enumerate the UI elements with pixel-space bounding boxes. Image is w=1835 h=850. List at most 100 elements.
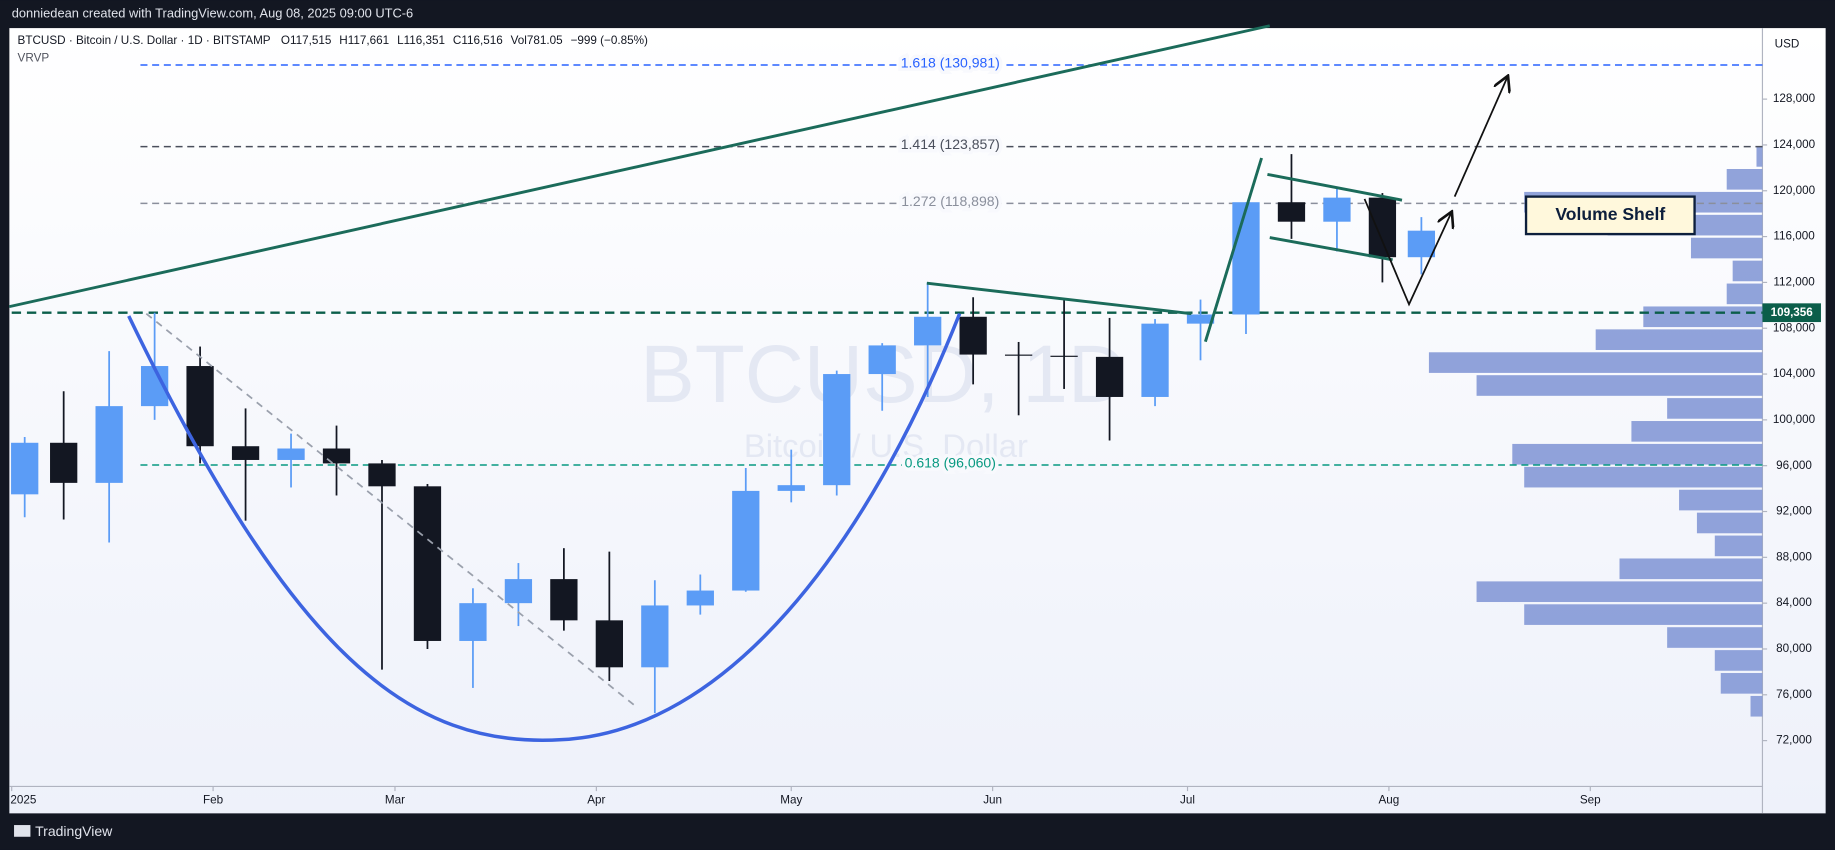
fib-label: 1.272 (118,898) [901,193,999,209]
legend-symbol: BTCUSD · Bitcoin / U.S. Dollar · 1D · BI… [18,34,271,47]
x-tick-label: 2025 [10,794,37,807]
candle-body [1232,202,1260,315]
volume-profile-bar [1524,604,1763,625]
candle-body [595,620,624,668]
candle-body [95,406,123,483]
y-tick-label: 104,000 [1773,367,1816,380]
cup-curve [127,313,962,742]
candle-body [277,448,305,460]
y-tick-label: 96,000 [1776,459,1812,472]
legend: BTCUSD · Bitcoin / U.S. Dollar · 1D · BI… [18,34,648,47]
legend-volume: Vol781.05 [511,34,563,47]
legend-open: O117,515 [281,34,332,47]
candle-body [823,374,851,486]
volume-profile-bar [1524,466,1763,488]
candle-body [11,442,39,495]
volume-profile-bar [1714,650,1763,671]
x-tick-label: Apr [587,794,605,807]
candle-body [1004,354,1033,356]
candle-body [459,603,487,641]
annotation-box [1524,195,1696,236]
volume-profile-bar [1750,695,1763,717]
logo [14,825,31,837]
volume-profile-bar [1720,673,1763,694]
candle-body [1277,202,1306,222]
y-tick-label: 112,000 [1773,276,1815,289]
x-tick-label: Aug [1379,794,1400,807]
candle-body [868,345,896,375]
watermark: BTCUSD, 1D Bitcoin / U.S. Dollar [640,329,1127,464]
resistance-line [926,281,1192,316]
candle-body [641,605,669,668]
y-tick-label: 84,000 [1776,596,1812,609]
candle-body [1095,356,1124,397]
watermark-symbol: BTCUSD, 1D [640,329,1127,420]
x-tick-label: Feb [203,794,224,807]
legend-close: C116,516 [453,34,503,47]
y-tick-label: 76,000 [1776,688,1812,701]
y-tick-label: 92,000 [1776,505,1812,518]
trend-line [9,24,1271,309]
x-tick-label: Jun [983,794,1002,807]
chart-area [9,28,1826,814]
volume-profile-bar [1732,260,1763,282]
path-arrow [1363,198,1452,307]
candle-body [1050,355,1078,357]
x-tick-label: Jul [1180,794,1195,807]
volume-profile-bar [1643,306,1763,328]
legend-change: −999 (−0.85%) [571,34,648,47]
x-tick-label: May [780,794,802,807]
drawings [9,24,1696,742]
candle-body [914,316,942,346]
volume-profile-bar [1679,489,1763,511]
credit: donniedean created with TradingView.com,… [12,5,414,20]
volume-profile-bar [1512,443,1763,465]
flag-line [1269,236,1393,262]
y-tick-label: 80,000 [1776,642,1812,655]
fib-label: 1.414 (123,857) [901,136,1000,152]
fib-label: 0.618 (96,060) [905,455,996,471]
indicator-label: VRVP [18,52,50,65]
candle-body [1407,230,1436,258]
y-tick-label: 108,000 [1773,321,1816,334]
fib-label: 1.618 (130,981) [901,55,1000,71]
candle-body [686,590,714,606]
candle-body [231,446,260,460]
legend-low: L116,351 [397,34,445,47]
candle-body [186,366,214,447]
candle-body [959,316,987,355]
y-tick-label: 116,000 [1773,230,1815,243]
candle-body [732,490,760,591]
candle-body [368,463,396,487]
y-tick-label: 100,000 [1773,413,1816,426]
footer: TradingView [14,823,113,839]
candle-body [322,448,351,464]
y-tick-label: 124,000 [1773,138,1816,151]
volume-profile-bar [1428,352,1763,373]
candle-body [1186,314,1215,324]
volume-profile-bar [1667,398,1763,419]
y-tick-label: 128,000 [1773,92,1816,105]
x-tick-label: Sep [1580,794,1601,807]
volume-profile-bar [1595,329,1763,350]
candle-body [777,485,805,491]
volume-profile-bar [1714,535,1763,557]
volume-profile-bar [1696,512,1763,534]
volume-profile-bar [1726,283,1763,305]
candle-body [504,579,533,604]
brand: TradingView [35,823,113,839]
currency: USD [1775,38,1800,51]
volume-profile-bar [1476,581,1763,603]
volume-profile-bar [1756,146,1763,167]
candle-body [1323,197,1351,222]
price-tag [1762,303,1821,323]
volume-profile-bar [1690,237,1763,259]
legend-high: H117,661 [339,34,389,47]
price-tag-label: 109,356 [1771,306,1814,319]
candle-body [1141,323,1169,397]
candle-body [1368,197,1397,258]
y-tick-label: 88,000 [1776,550,1812,563]
flag-line [1267,172,1403,202]
